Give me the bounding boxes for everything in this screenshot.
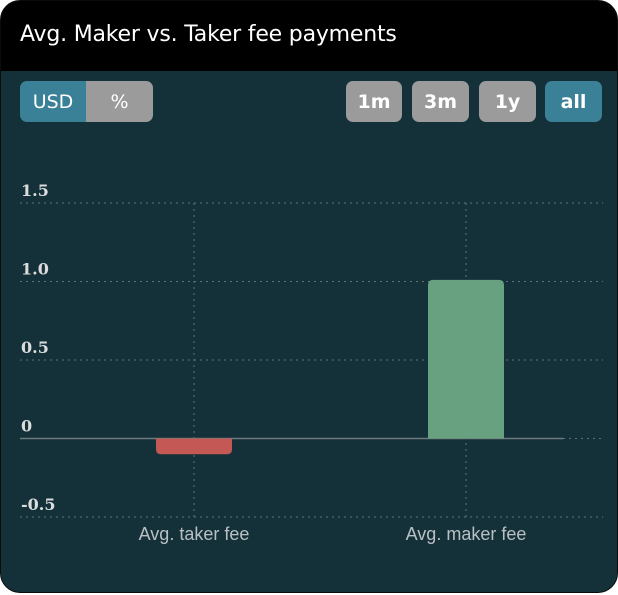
usd-button[interactable]: USD bbox=[20, 81, 86, 122]
y-tick-label: 0.5 bbox=[21, 338, 49, 357]
card-header: Avg. Maker vs. Taker fee payments bbox=[1, 1, 617, 71]
range-3m-button[interactable]: 3m bbox=[412, 81, 469, 122]
bar-maker-fee bbox=[428, 279, 504, 439]
range-all-button[interactable]: all bbox=[545, 81, 602, 122]
y-tick-label: 1.5 bbox=[21, 181, 49, 200]
unit-toggle: USD % bbox=[20, 81, 153, 122]
y-tick-label: -0.5 bbox=[21, 495, 55, 514]
y-tick-label: 1.0 bbox=[21, 260, 49, 279]
bar-taker-fee bbox=[156, 438, 232, 455]
x-tick-label: Avg. taker fee bbox=[139, 524, 250, 544]
percent-button[interactable]: % bbox=[86, 81, 153, 122]
x-tick-label: Avg. maker fee bbox=[406, 524, 527, 544]
range-1y-button[interactable]: 1y bbox=[479, 81, 536, 122]
chart-title: Avg. Maker vs. Taker fee payments bbox=[20, 22, 397, 47]
range-1m-button[interactable]: 1m bbox=[346, 81, 402, 122]
y-tick-label: 0 bbox=[21, 417, 32, 436]
